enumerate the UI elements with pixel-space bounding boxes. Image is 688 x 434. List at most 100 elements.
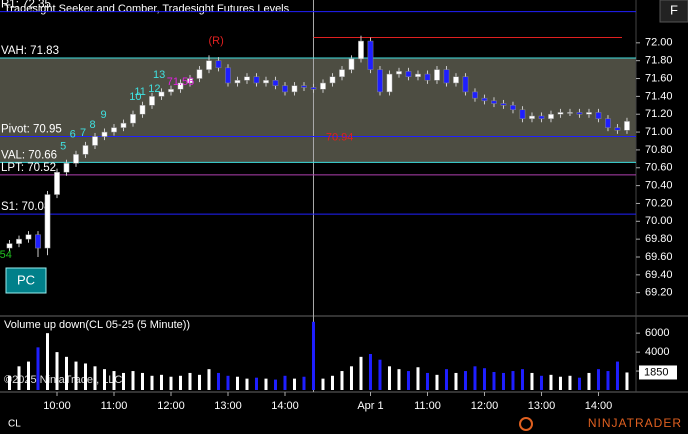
volume-bar	[406, 371, 410, 390]
candle-body	[215, 60, 222, 69]
candle-body	[282, 85, 288, 93]
f-button-label[interactable]: F	[670, 2, 678, 17]
volume-bar	[121, 372, 125, 390]
volume-bar	[159, 374, 163, 390]
volume-bar	[539, 375, 543, 390]
logo: NINJATRADER	[588, 416, 682, 430]
volume-bar	[368, 354, 372, 390]
candle-body	[348, 58, 355, 70]
volume-bar	[112, 371, 116, 390]
candle-body	[405, 71, 412, 77]
x-tick-label: Apr 1	[357, 400, 383, 412]
pc-button[interactable]	[5, 267, 47, 294]
annotation: 5	[60, 140, 66, 152]
volume-bar	[188, 372, 192, 390]
volume-bar	[444, 369, 448, 390]
candle-body	[396, 71, 402, 75]
candle-body	[206, 60, 212, 70]
candle-body	[82, 145, 89, 155]
annotation: 11	[134, 86, 145, 98]
volume-bar	[245, 378, 249, 390]
candle-body	[529, 115, 535, 119]
volume-bar	[615, 361, 619, 390]
candle-body	[386, 73, 393, 93]
candle-body	[481, 97, 488, 102]
volume-bar	[606, 371, 610, 390]
annotation: 6	[70, 129, 76, 141]
annotation: 71.56	[167, 76, 195, 88]
level-label: S1: 70.08	[1, 201, 50, 213]
x-tick-label: 12:00	[157, 400, 185, 412]
volume-bar	[36, 347, 40, 390]
level-label: Pivot: 70.95	[1, 124, 62, 136]
annotation: 7	[80, 127, 86, 139]
volume-bar	[131, 371, 135, 390]
candle-body	[567, 112, 573, 114]
candle-body	[614, 127, 621, 131]
candle-body	[130, 113, 136, 124]
volume-bar	[226, 375, 230, 390]
volume-bar	[482, 368, 486, 390]
volume-tick-label: 6000	[645, 327, 669, 339]
y-tick-label: 70.40	[645, 180, 673, 192]
candle-body	[16, 238, 22, 244]
volume-bar	[378, 359, 382, 390]
volume-bar	[454, 372, 458, 390]
volume-bar	[178, 375, 182, 390]
candle-body	[253, 76, 260, 84]
volume-bar	[74, 361, 78, 390]
y-tick-label: 70.60	[645, 162, 673, 174]
volume-bar	[264, 378, 268, 390]
f-button[interactable]	[659, 0, 688, 23]
volume-bar	[45, 333, 49, 390]
level-label: R1: 72.35	[1, 0, 51, 11]
candle-body	[538, 115, 545, 119]
candle-body	[234, 80, 241, 84]
candle-body	[462, 76, 469, 93]
volume-bar	[387, 366, 391, 390]
volume-bar	[292, 378, 296, 390]
candle-body	[453, 76, 459, 84]
volume-bar	[359, 356, 363, 390]
candle-body	[358, 40, 364, 60]
volume-bar	[150, 375, 154, 390]
volume-title: Volume up down(CL 05-25 (5 Minute))	[4, 319, 190, 331]
annotation: 70.94	[326, 131, 354, 143]
candle-body	[472, 91, 478, 99]
y-tick-label: 71.60	[645, 72, 673, 84]
volume-bar	[558, 376, 562, 390]
volume-bar	[197, 374, 201, 390]
y-tick-label: 71.00	[645, 126, 673, 138]
volume-bar	[463, 371, 467, 390]
candle-body	[557, 112, 564, 115]
y-tick-label: 70.00	[645, 215, 673, 227]
candle-body	[139, 105, 146, 115]
level-label: VAH: 71.83	[1, 45, 59, 57]
pc-button-label[interactable]: PC	[17, 272, 35, 287]
volume-bar	[302, 376, 306, 390]
candle-body	[586, 112, 592, 115]
volume-bar	[311, 321, 315, 390]
level-label: LPT: 70.52	[1, 162, 56, 174]
volume-bar	[254, 377, 258, 390]
volume-bar	[55, 352, 59, 390]
candle-body	[624, 121, 630, 131]
candle-body	[310, 87, 317, 90]
x-tick-label: 14:00	[585, 400, 613, 412]
candle-body	[63, 163, 70, 173]
volume-bar	[568, 375, 572, 390]
candle-body	[576, 112, 583, 115]
candle-body	[500, 103, 507, 106]
x-tick-label: 14:00	[271, 400, 299, 412]
x-tick-label: 11:00	[414, 400, 441, 412]
volume-bar	[140, 372, 144, 390]
y-tick-label: 71.40	[645, 90, 673, 102]
volume-bar	[321, 378, 325, 390]
annotation: 9	[100, 109, 106, 121]
volume-bar	[83, 363, 87, 390]
volume-bar	[17, 366, 21, 390]
volume-bar	[26, 361, 30, 390]
x-tick-label: 10:00	[43, 400, 71, 412]
volume-bar	[349, 366, 353, 390]
